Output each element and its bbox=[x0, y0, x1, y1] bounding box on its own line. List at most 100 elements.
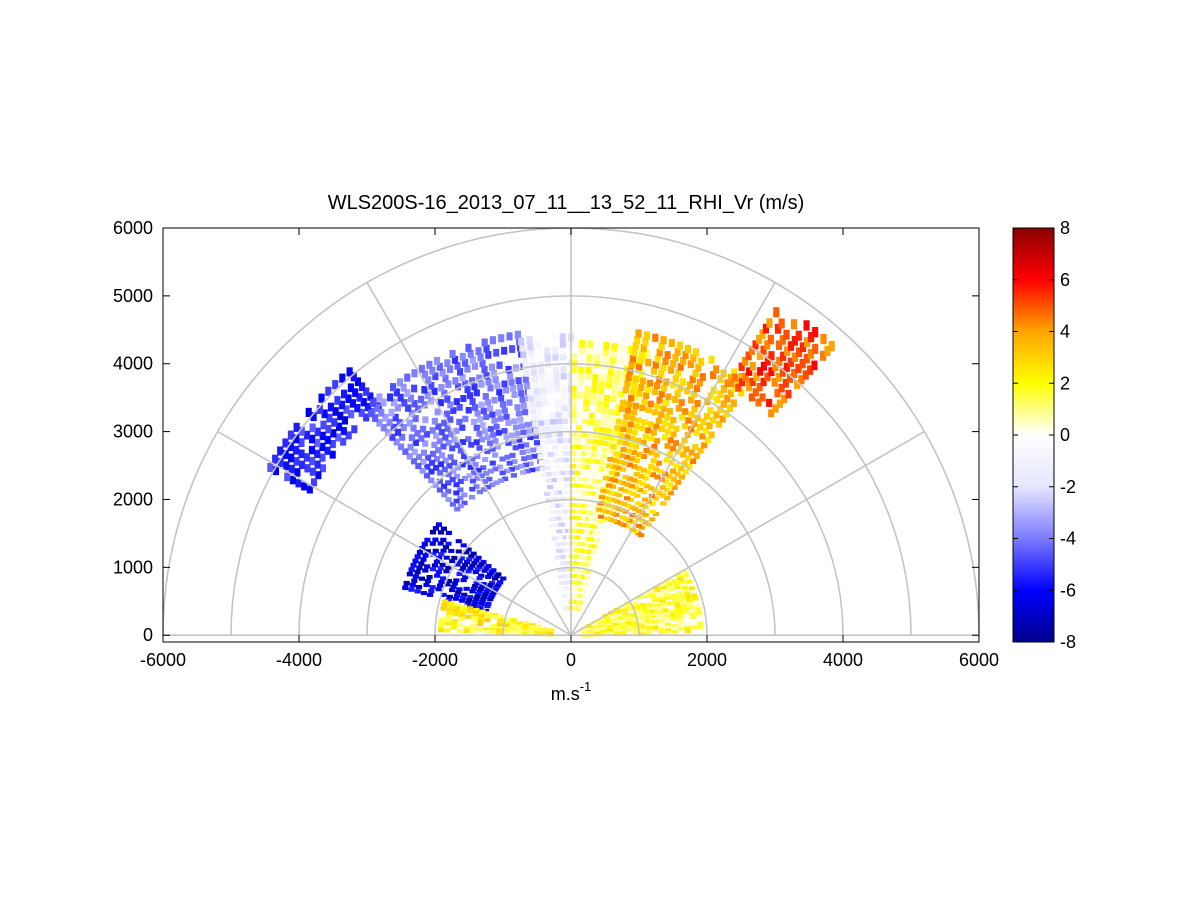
y-tick-label: 2000 bbox=[113, 489, 153, 509]
velocity-cell bbox=[556, 535, 564, 540]
velocity-cell bbox=[588, 419, 595, 425]
velocity-cell bbox=[633, 472, 640, 477]
velocity-cell bbox=[526, 455, 533, 460]
velocity-cell bbox=[619, 625, 626, 630]
velocity-cell bbox=[533, 427, 540, 434]
velocity-cell bbox=[309, 467, 316, 476]
velocity-cell bbox=[420, 425, 427, 433]
velocity-cell bbox=[445, 380, 452, 388]
velocity-cell bbox=[487, 425, 494, 432]
velocity-cell bbox=[605, 483, 613, 488]
velocity-cell bbox=[562, 450, 569, 456]
velocity-cell bbox=[389, 433, 396, 441]
velocity-cell bbox=[303, 430, 311, 440]
velocity-cell bbox=[561, 392, 568, 399]
velocity-cell bbox=[446, 594, 453, 599]
velocity-cell bbox=[527, 461, 534, 467]
velocity-cell bbox=[470, 470, 478, 476]
velocity-cell bbox=[599, 427, 606, 433]
velocity-cell bbox=[378, 408, 385, 417]
velocity-cell bbox=[662, 357, 669, 366]
velocity-cell bbox=[693, 429, 700, 436]
velocity-cell bbox=[642, 337, 649, 346]
velocity-cell bbox=[404, 389, 411, 397]
velocity-cell bbox=[644, 617, 651, 622]
velocity-cell bbox=[330, 429, 337, 438]
velocity-cell bbox=[768, 367, 775, 377]
velocity-cell bbox=[609, 511, 617, 516]
velocity-cell bbox=[679, 413, 686, 421]
velocity-cell bbox=[319, 442, 326, 452]
velocity-cell bbox=[509, 452, 516, 458]
velocity-cell bbox=[664, 414, 671, 421]
velocity-cell bbox=[596, 473, 603, 478]
velocity-cell bbox=[666, 474, 673, 480]
velocity-cell bbox=[586, 432, 594, 438]
velocity-cell bbox=[460, 595, 467, 600]
velocity-cell bbox=[428, 588, 435, 593]
velocity-cell bbox=[803, 320, 810, 331]
velocity-cell bbox=[616, 439, 624, 445]
velocity-cell bbox=[656, 396, 663, 404]
velocity-cell bbox=[424, 549, 431, 554]
velocity-cell bbox=[452, 377, 459, 385]
velocity-cell bbox=[358, 408, 365, 417]
velocity-cell bbox=[611, 389, 618, 397]
velocity-cell bbox=[450, 468, 457, 474]
velocity-cell bbox=[803, 337, 811, 348]
velocity-cell bbox=[675, 573, 682, 578]
velocity-cell bbox=[610, 395, 617, 403]
velocity-cell bbox=[695, 363, 702, 372]
velocity-cell bbox=[614, 520, 621, 525]
velocity-cell bbox=[717, 390, 724, 399]
velocity-cell bbox=[654, 402, 661, 410]
velocity-cell bbox=[589, 511, 597, 516]
velocity-cell bbox=[820, 350, 827, 361]
velocity-cell bbox=[494, 382, 501, 390]
velocity-cell bbox=[624, 380, 631, 388]
velocity-cell bbox=[435, 522, 443, 527]
velocity-cell bbox=[684, 387, 691, 395]
velocity-cell bbox=[794, 380, 801, 390]
velocity-cell bbox=[466, 473, 473, 479]
colorbar-tick-label: -2 bbox=[1060, 477, 1076, 497]
velocity-cell bbox=[555, 418, 563, 425]
velocity-cell bbox=[629, 373, 636, 381]
velocity-cell bbox=[766, 398, 773, 407]
velocity-cell bbox=[295, 479, 302, 488]
velocity-cell bbox=[539, 380, 546, 388]
velocity-cell bbox=[584, 497, 591, 502]
velocity-cell bbox=[795, 347, 803, 358]
velocity-cell bbox=[608, 408, 615, 415]
velocity-cell bbox=[436, 362, 443, 371]
velocity-cell bbox=[464, 603, 471, 608]
azimuth-spoke bbox=[217, 430, 572, 636]
velocity-cell bbox=[609, 435, 616, 441]
velocity-cell bbox=[465, 569, 472, 574]
velocity-cell bbox=[599, 480, 607, 485]
velocity-cell bbox=[573, 490, 580, 495]
velocity-cell bbox=[727, 404, 734, 413]
velocity-cell bbox=[447, 604, 454, 609]
velocity-cell bbox=[484, 618, 491, 623]
velocity-cell bbox=[674, 584, 681, 589]
velocity-cell bbox=[623, 496, 631, 501]
velocity-cell bbox=[451, 581, 458, 586]
velocity-cell bbox=[690, 615, 697, 620]
velocity-cell bbox=[480, 487, 488, 492]
velocity-cell bbox=[785, 389, 792, 399]
velocity-cell bbox=[449, 445, 456, 452]
velocity-cell bbox=[309, 423, 316, 433]
velocity-cell bbox=[529, 447, 536, 453]
velocity-cell bbox=[670, 416, 677, 424]
velocity-cell bbox=[505, 420, 512, 426]
velocity-cell bbox=[431, 387, 438, 396]
velocity-cell bbox=[546, 478, 553, 483]
velocity-cell bbox=[516, 383, 523, 391]
velocity-cell bbox=[652, 466, 659, 472]
velocity-cell bbox=[593, 511, 600, 516]
velocity-cell bbox=[605, 381, 612, 389]
velocity-cell bbox=[319, 431, 326, 441]
velocity-cell bbox=[522, 625, 529, 630]
velocity-cell bbox=[461, 453, 468, 460]
